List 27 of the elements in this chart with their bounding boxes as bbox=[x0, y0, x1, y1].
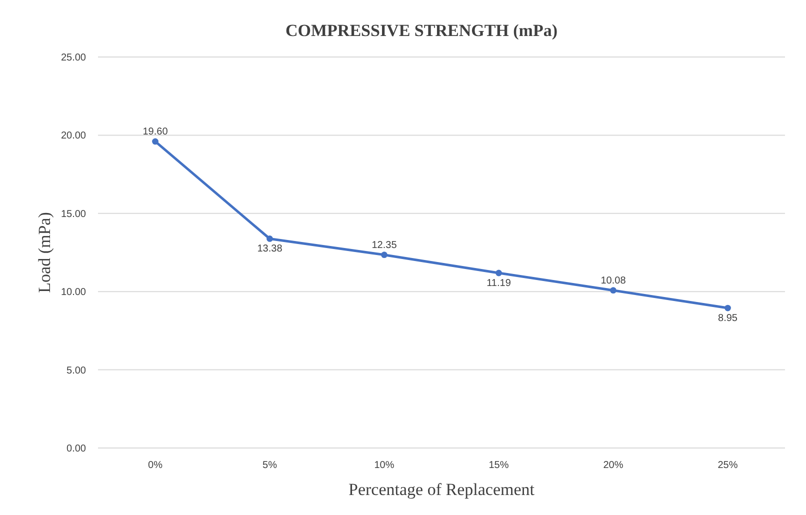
x-tick-label: 10% bbox=[374, 460, 394, 471]
y-tick-label: 5.00 bbox=[66, 365, 86, 376]
data-label: 8.95 bbox=[718, 313, 738, 324]
point bbox=[496, 270, 502, 276]
x-tick-label: 20% bbox=[603, 460, 624, 471]
point bbox=[266, 236, 273, 242]
chart-title: COMPRESSIVE STRENGTH (mPa) bbox=[285, 21, 558, 40]
x-axis-title: Percentage of Replacement bbox=[348, 480, 535, 499]
point bbox=[724, 304, 731, 312]
point bbox=[152, 138, 158, 145]
x-tick-label: 15% bbox=[488, 460, 509, 471]
x-tick-label: 5% bbox=[262, 460, 278, 471]
y-tick-label: 10.00 bbox=[60, 287, 86, 298]
point bbox=[610, 287, 616, 294]
x-tick-label: 0% bbox=[148, 460, 163, 471]
y-axis-title: Load (mPa) bbox=[35, 212, 54, 293]
x-tick-label: 25% bbox=[718, 460, 738, 471]
y-tick-label: 20.00 bbox=[60, 130, 86, 142]
data-label: 11.19 bbox=[486, 278, 512, 289]
data-label: 13.38 bbox=[257, 244, 283, 255]
y-tick-label: 25.00 bbox=[60, 52, 86, 64]
data-label: 10.08 bbox=[600, 275, 626, 286]
data-label: 12.35 bbox=[372, 240, 398, 251]
y-tick-label: 15.00 bbox=[60, 208, 86, 220]
point bbox=[381, 252, 388, 258]
data-label: 19.60 bbox=[142, 126, 168, 138]
y-tick-label: 0.00 bbox=[66, 444, 86, 454]
